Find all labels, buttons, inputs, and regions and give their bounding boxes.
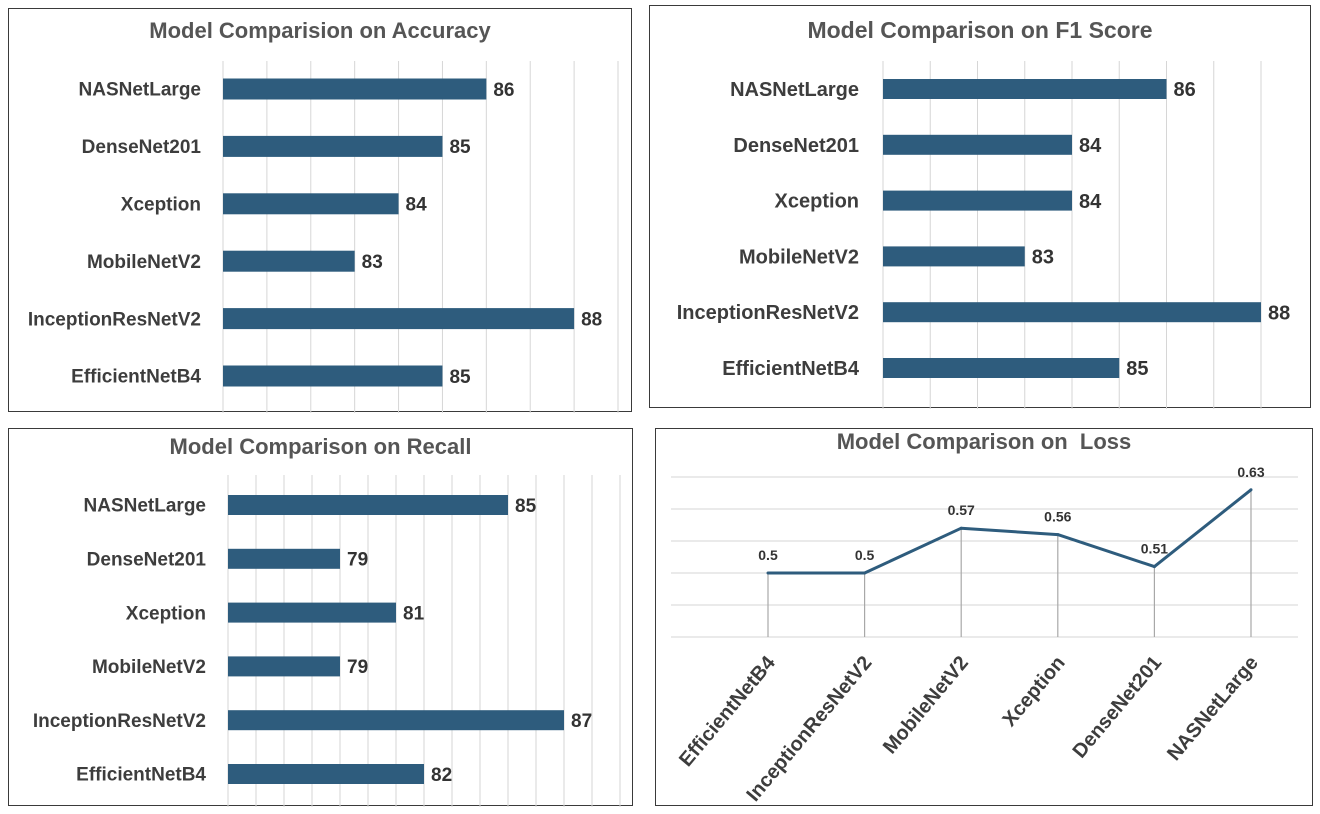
recall-category-label: NASNetLarge (84, 496, 206, 517)
accuracy-category-label: MobileNetV2 (87, 252, 201, 273)
loss-category-label: NASNetLarge (1163, 652, 1263, 765)
recall-bar (228, 602, 396, 623)
f1-category-label: MobileNetV2 (739, 246, 859, 268)
recall-category-label: DenseNet201 (87, 549, 207, 570)
loss-value-label: 0.63 (1237, 464, 1264, 480)
f1-bar (883, 358, 1120, 378)
loss-value-label: 0.51 (1141, 541, 1168, 557)
loss-value-label: 0.57 (948, 502, 975, 518)
f1-value-label: 85 (1126, 358, 1148, 380)
loss-data-point (863, 571, 867, 575)
loss-category-label: Xception (998, 652, 1069, 731)
accuracy-bar (223, 365, 443, 387)
loss-chart-plot: 0.5EfficientNetB40.5InceptionResNetV20.5… (671, 464, 1298, 806)
f1-bar (883, 190, 1072, 211)
recall-bar (228, 495, 508, 515)
f1-value-label: 86 (1174, 79, 1196, 101)
loss-data-point (766, 571, 770, 575)
accuracy-value-label: 83 (362, 252, 383, 273)
accuracy-category-label: NASNetLarge (79, 80, 201, 101)
recall-category-label: Xception (126, 603, 206, 624)
f1-chart-plot: NASNetLarge 86 DenseNet201 84 Xception 84 Mobi… (677, 61, 1290, 409)
accuracy-value-label: 85 (449, 137, 471, 158)
recall-chart-plot: NASNetLarge 85 DenseNet201 79 Xception 81 Mobi… (33, 475, 621, 807)
f1-bar (883, 302, 1261, 323)
f1-category-label: EfficientNetB4 (722, 358, 860, 380)
f1-category-label: Xception (775, 191, 859, 213)
recall-value-label: 79 (347, 550, 368, 571)
f1-category-label: NASNetLarge (730, 79, 859, 101)
recall-category-label: InceptionResNetV2 (33, 711, 206, 732)
recall-value-label: 87 (571, 711, 592, 732)
accuracy-category-label: Xception (121, 194, 201, 215)
recall-chart-title: Model Comparison on Recall (169, 434, 472, 459)
f1-value-label: 88 (1268, 302, 1290, 324)
accuracy-bar (223, 78, 487, 100)
recall-bar (228, 710, 564, 731)
accuracy-category-label: InceptionResNetV2 (28, 309, 201, 330)
accuracy-bar (223, 308, 575, 330)
loss-value-label: 0.5 (855, 547, 875, 563)
recall-chart-panel: Model Comparison on Recall NASNetLarge 85… (8, 428, 633, 807)
accuracy-value-label: 88 (581, 309, 602, 330)
recall-category-label: MobileNetV2 (92, 657, 206, 678)
loss-category-label: EfficientNetB4 (675, 651, 780, 771)
accuracy-value-label: 84 (406, 195, 428, 216)
accuracy-chart-title: Model Comparision on Accuracy (149, 18, 491, 43)
accuracy-bar (223, 193, 399, 215)
loss-value-label: 0.56 (1044, 509, 1071, 525)
loss-data-point (1152, 565, 1156, 569)
f1-bar (883, 134, 1072, 155)
accuracy-bar (223, 250, 355, 272)
recall-category-label: EfficientNetB4 (76, 765, 206, 786)
accuracy-value-label: 86 (493, 80, 514, 101)
loss-category-label: DenseNet201 (1069, 652, 1167, 762)
accuracy-category-label: EfficientNetB4 (71, 367, 201, 388)
f1-chart-panel: Model Comparison on F1 Score NASNetLarge… (649, 5, 1311, 409)
accuracy-category-label: DenseNet201 (82, 137, 202, 158)
loss-category-label: MobileNetV2 (879, 652, 973, 758)
f1-category-label: DenseNet201 (733, 135, 859, 157)
accuracy-bar (223, 135, 443, 157)
accuracy-chart-panel: Model Comparision on Accuracy NASNetLarg… (8, 8, 632, 413)
recall-bar (228, 656, 340, 677)
f1-chart-title: Model Comparison on F1 Score (807, 17, 1153, 43)
recall-value-label: 82 (431, 765, 452, 786)
f1-value-label: 84 (1079, 135, 1102, 157)
accuracy-value-label: 85 (449, 367, 471, 388)
recall-value-label: 79 (347, 657, 368, 678)
loss-data-point (1056, 533, 1060, 537)
accuracy-chart-plot: NASNetLarge 86 DenseNet201 85 Xception 84 Mobi… (28, 61, 619, 413)
loss-series-line (768, 488, 1252, 575)
f1-value-label: 83 (1032, 247, 1054, 269)
f1-value-label: 84 (1079, 191, 1102, 213)
f1-bar (883, 246, 1025, 267)
f1-category-label: InceptionResNetV2 (677, 302, 859, 324)
recall-bar (228, 548, 340, 569)
loss-chart-panel: Model Comparison on Loss 0.5 EfficientNet… (655, 428, 1313, 806)
recall-value-label: 85 (515, 496, 537, 517)
loss-value-label: 0.5 (758, 547, 778, 563)
loss-data-point (959, 526, 963, 530)
loss-chart-title: Model Comparison on Loss (836, 429, 1132, 454)
loss-data-point (1249, 488, 1253, 492)
f1-bar (883, 79, 1167, 99)
recall-value-label: 81 (403, 603, 425, 624)
recall-bar (228, 764, 424, 784)
